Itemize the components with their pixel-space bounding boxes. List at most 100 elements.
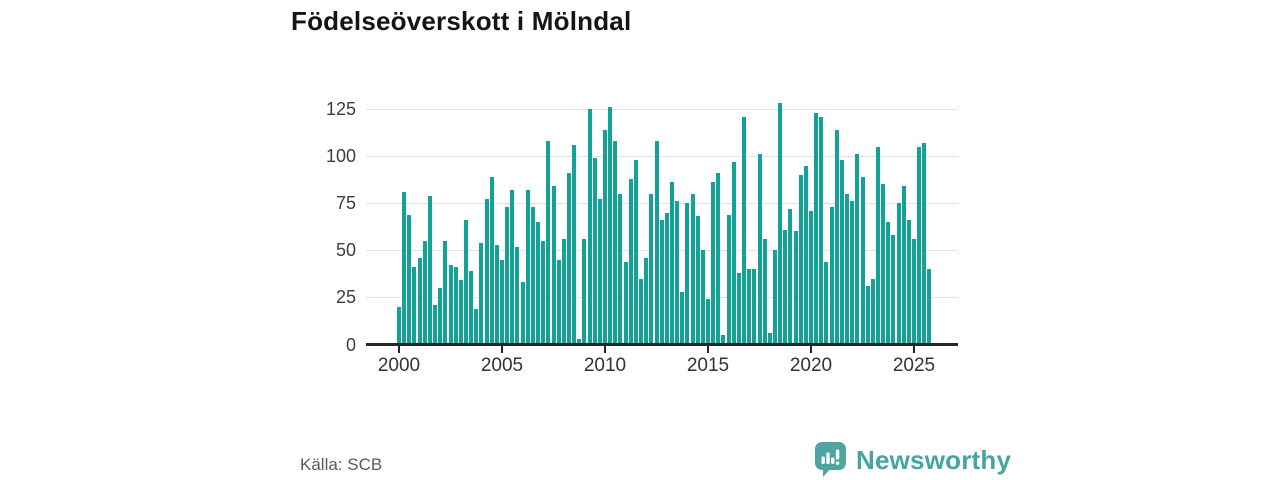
bar (556, 259, 561, 345)
bar (597, 199, 602, 345)
x-axis-label: 2010 (583, 354, 627, 376)
bar (747, 269, 752, 345)
bar (412, 267, 417, 345)
bar (587, 109, 592, 345)
bar (510, 190, 515, 345)
bar (582, 238, 587, 345)
bar (855, 154, 860, 345)
bar (494, 244, 499, 345)
x-axis-tick (604, 346, 606, 353)
bar (628, 178, 633, 345)
y-axis-label: 50 (335, 240, 356, 261)
bar (469, 271, 474, 345)
bar (566, 173, 571, 345)
bar (798, 174, 803, 345)
x-axis-tick (398, 346, 400, 353)
gridline (366, 202, 958, 204)
source-caption: Källa: SCB (300, 455, 383, 474)
bar (901, 186, 906, 345)
bar (572, 144, 577, 345)
bar (515, 246, 520, 345)
bar (463, 220, 468, 345)
bar (881, 184, 886, 345)
bar (927, 269, 932, 345)
bar (664, 212, 669, 345)
bar (639, 278, 644, 345)
bar (479, 242, 484, 345)
bar (608, 107, 613, 345)
bar (834, 129, 839, 345)
x-axis-tick (913, 346, 915, 353)
newsworthy-wordmark: Newsworthy (856, 444, 1012, 475)
bar (824, 261, 829, 345)
bar (685, 203, 690, 345)
bar (546, 141, 551, 345)
bar (458, 280, 463, 345)
x-axis-tick (501, 346, 503, 353)
bar (402, 191, 407, 345)
bar (417, 257, 422, 345)
bar (649, 193, 654, 345)
chart-title: Födelseöverskott i Mölndal (291, 6, 632, 36)
bar (397, 306, 401, 345)
bar (721, 335, 726, 345)
bar (736, 272, 741, 345)
bar (592, 157, 597, 345)
x-axis-line (366, 343, 958, 346)
bar (541, 240, 546, 345)
bar (839, 159, 844, 345)
bar (819, 116, 824, 345)
x-axis-label: 2025 (892, 354, 936, 376)
bar (716, 173, 721, 345)
bar (726, 214, 731, 345)
bar (731, 161, 736, 345)
bar (407, 214, 412, 345)
bar (427, 195, 432, 345)
bar (453, 267, 458, 345)
bar (505, 206, 510, 345)
bar (433, 304, 438, 345)
bar (520, 282, 525, 345)
bar (500, 259, 504, 345)
bar-chart-plot: 0 25 50 75 100 125 2000 2005 2010 2015 2020 2025 (325, 99, 958, 376)
bar (700, 250, 705, 345)
bar (443, 240, 448, 345)
bar (814, 112, 819, 345)
bar (706, 299, 710, 345)
bar (489, 176, 494, 345)
bar (484, 199, 489, 345)
y-axis-label: 100 (325, 146, 356, 167)
gridline (366, 155, 958, 157)
bar (551, 186, 556, 345)
y-axis-label: 125 (325, 99, 356, 119)
bar (438, 287, 443, 345)
bar (577, 338, 582, 345)
bar (680, 291, 685, 345)
x-axis-label: 2015 (686, 354, 730, 376)
y-axis-label: 25 (335, 287, 356, 308)
bar (669, 182, 674, 345)
bar (875, 146, 880, 345)
bar (783, 229, 788, 345)
bar (762, 238, 767, 345)
bar (644, 257, 649, 345)
bar (850, 201, 855, 345)
bar (623, 261, 628, 345)
bar (860, 176, 865, 345)
bar (809, 210, 813, 345)
bar (695, 216, 700, 345)
y-axis-label: 75 (335, 193, 356, 214)
bar (788, 208, 793, 345)
bar (603, 129, 607, 345)
bar (865, 286, 870, 345)
x-axis-tick (707, 346, 709, 353)
bar (474, 308, 479, 345)
bar (793, 231, 798, 345)
bar (767, 333, 772, 345)
bar (922, 142, 927, 345)
gridline (366, 108, 958, 110)
bar (912, 238, 916, 345)
bar (659, 220, 664, 345)
x-axis-label: 2020 (789, 354, 833, 376)
bar (803, 165, 808, 345)
